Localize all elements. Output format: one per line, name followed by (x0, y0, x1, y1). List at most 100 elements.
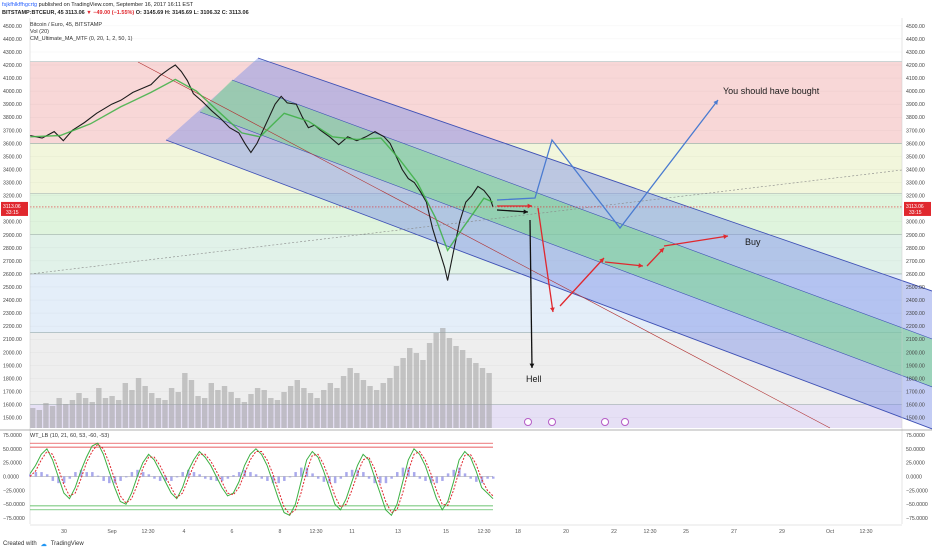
volume-bar (314, 398, 320, 428)
event-marker-icon (548, 418, 556, 426)
volume-bar (49, 406, 56, 428)
red-arrow-2 (537, 207, 554, 313)
price-tick-left: 1500.00 (3, 416, 22, 422)
red-arrow-4 (604, 261, 644, 267)
price-tick-left: 4300.00 (3, 50, 22, 56)
price-tick-left: 1700.00 (3, 389, 22, 395)
price-tick-right: 2100.00 (906, 337, 925, 343)
volume-bar (168, 388, 175, 428)
price-tick-right: 4300.00 (906, 50, 925, 56)
volume-bar (400, 358, 406, 428)
osc-tick-left: 75.0000 (3, 433, 22, 439)
volume-bar (89, 402, 95, 428)
volume-bar (76, 393, 82, 428)
red-arrow-6 (663, 235, 729, 247)
price-tick-right: 3500.00 (906, 154, 925, 160)
volume-bar (440, 328, 446, 428)
indicator-main[interactable]: Bitcoin / Euro, 45, BITSTAMP (30, 22, 103, 28)
date-axis: 30 Sep 12:30 4 6 8 12:30 11 13 15 12:30 18 20 22 12:30… (30, 524, 902, 535)
volume-bar (274, 400, 281, 428)
wt1-line (29, 442, 494, 517)
annotation-hell: Hell (526, 374, 542, 384)
grid-lines (30, 25, 902, 418)
volume-bar (182, 373, 188, 428)
tradingview-logo-icon: ☁ (40, 541, 47, 548)
price-tick-left: 1600.00 (3, 402, 22, 408)
date-tick: 18 (515, 529, 521, 535)
osc-tick-right: 0.0000 (906, 475, 922, 481)
price-tick-left: 4100.00 (3, 76, 22, 82)
osc-tick-right: −25.0000 (906, 488, 928, 494)
osc-tick-right: −75.0000 (906, 516, 928, 522)
volume-bar (228, 392, 234, 428)
osc-hist-bar (311, 473, 314, 477)
date-tick: Oct (826, 529, 835, 535)
date-tick: Sep (107, 529, 116, 535)
volume-bar (466, 358, 472, 428)
osc-tick-left: 0.0000 (3, 475, 19, 481)
black-arrow-down-head (529, 363, 535, 368)
osc-hist-bar (34, 472, 38, 477)
osc-hist-bar (141, 472, 145, 477)
volume-bar (413, 353, 420, 428)
volume-bar (367, 386, 373, 428)
oscillator-legend[interactable]: WT_LB (10, 21, 60, 53, -60, -53) (30, 433, 110, 439)
osc-tick-left: 25.0000 (3, 461, 22, 467)
osc-hist-bar (401, 467, 405, 477)
price-tick-right: 1900.00 (906, 363, 925, 369)
price-tick-left: 2900.00 (3, 233, 22, 239)
volume-bar (268, 398, 274, 428)
osc-hist-bar (350, 469, 354, 477)
black-arrow-down (529, 219, 533, 369)
osc-hist-bar (147, 474, 151, 477)
osc-hist-bar (407, 467, 410, 477)
date-tick: 6 (231, 529, 234, 535)
publisher-username[interactable]: fsjkfhlkffhgcrtg (2, 2, 38, 8)
volume-bar (149, 393, 155, 428)
footer-brand[interactable]: TradingView (50, 541, 84, 547)
osc-hist-bar (181, 472, 184, 477)
osc-tick-right: 75.0000 (906, 433, 925, 439)
price-tick-left: 3500.00 (3, 154, 22, 160)
published-text: published on TradingView.com, September … (38, 2, 194, 8)
osc-hist-bar (209, 476, 213, 481)
price-tick-left: 2300.00 (3, 311, 22, 317)
volume-bar (155, 398, 162, 428)
osc-hist-bar (322, 476, 326, 482)
osc-hist-bar (316, 476, 320, 479)
volume-bar (387, 378, 393, 428)
volume-bar (327, 383, 334, 428)
volume-bar (426, 343, 433, 428)
osc-tick-left: 50.0000 (3, 447, 22, 453)
osc-hist-bar (108, 476, 111, 484)
fib-zones (30, 61, 902, 428)
price-tick-right: 1500.00 (906, 416, 925, 422)
osc-hist-bar (232, 475, 235, 477)
red-arrow-2-head (550, 307, 555, 312)
volume-bar (115, 400, 122, 428)
volume-bar (102, 398, 109, 428)
volume-bar (122, 383, 129, 428)
osc-hist-bar (362, 472, 365, 477)
price-tick-left: 2400.00 (3, 298, 22, 304)
volume-bar (235, 398, 241, 428)
red-arrow-4-head (638, 263, 643, 268)
volume-bar (82, 398, 89, 428)
volume-bar (373, 390, 380, 428)
price-tick-left: 3200.00 (3, 194, 22, 200)
osc-hist-bar (486, 476, 489, 479)
volume-bar (69, 400, 76, 428)
date-tick: 11 (349, 529, 354, 535)
osc-hist-bar (85, 472, 88, 477)
annotation-buy: Buy (745, 237, 761, 247)
red-arrow-3 (559, 257, 605, 307)
osc-tick-right: 50.0000 (906, 447, 925, 453)
volume-bar (433, 333, 439, 428)
date-tick: 20 (563, 529, 569, 535)
indicator-volume[interactable]: Vol (20) (30, 29, 49, 35)
volume-bars (30, 328, 492, 428)
indicator-ma[interactable]: CM_Ultimate_MA_MTF (0, 20, 1, 2, 50, 1) (30, 36, 133, 42)
volume-bar (215, 390, 221, 428)
